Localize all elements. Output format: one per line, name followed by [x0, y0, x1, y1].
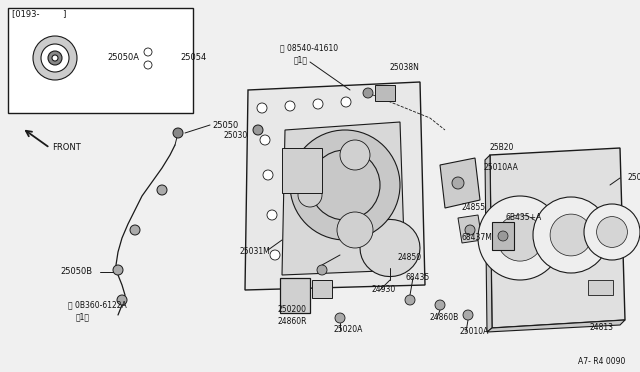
Polygon shape	[360, 219, 420, 277]
Text: 24860R: 24860R	[278, 317, 307, 327]
Circle shape	[405, 295, 415, 305]
Circle shape	[310, 185, 320, 195]
Circle shape	[596, 217, 627, 247]
Bar	[8, 8, 193, 113]
Text: 25050B: 25050B	[60, 267, 92, 276]
Text: 24860B: 24860B	[430, 314, 460, 323]
Circle shape	[340, 140, 370, 170]
Polygon shape	[458, 215, 482, 243]
Bar	[375, 85, 395, 101]
Circle shape	[310, 150, 380, 220]
Circle shape	[337, 212, 373, 248]
Circle shape	[533, 197, 609, 273]
Circle shape	[267, 210, 277, 220]
Text: Ⓢ 0B360-6122A: Ⓢ 0B360-6122A	[68, 301, 127, 310]
Circle shape	[478, 196, 562, 280]
Circle shape	[435, 300, 445, 310]
Circle shape	[363, 88, 373, 98]
Circle shape	[41, 44, 69, 72]
Circle shape	[263, 170, 273, 180]
Bar	[588, 280, 613, 295]
Circle shape	[497, 215, 543, 261]
Bar	[312, 280, 332, 298]
Circle shape	[452, 177, 464, 189]
Polygon shape	[487, 320, 625, 332]
Polygon shape	[440, 158, 480, 208]
Text: 24850: 24850	[397, 253, 421, 263]
Text: 25038N: 25038N	[390, 64, 420, 73]
Circle shape	[335, 313, 345, 323]
Circle shape	[465, 225, 475, 235]
Bar	[280, 278, 310, 313]
Text: 25054: 25054	[180, 54, 206, 62]
Bar	[282, 148, 322, 193]
Circle shape	[173, 128, 183, 138]
Text: 68437M: 68437M	[462, 234, 493, 243]
Text: FRONT: FRONT	[52, 144, 81, 153]
Circle shape	[33, 36, 77, 80]
Text: Ⓢ 08540-41610: Ⓢ 08540-41610	[280, 44, 338, 52]
Circle shape	[270, 250, 280, 260]
Circle shape	[48, 51, 62, 65]
Circle shape	[498, 231, 508, 241]
Text: A7- R4 0090: A7- R4 0090	[578, 357, 625, 366]
Circle shape	[260, 135, 270, 145]
Circle shape	[117, 295, 127, 305]
Circle shape	[584, 204, 640, 260]
Circle shape	[463, 310, 473, 320]
Text: 25050: 25050	[212, 121, 238, 129]
Text: 68435: 68435	[406, 273, 430, 282]
Text: 25031: 25031	[627, 173, 640, 183]
Circle shape	[305, 145, 315, 155]
Text: 250200: 250200	[278, 305, 307, 314]
Polygon shape	[282, 122, 405, 275]
Text: 24930: 24930	[372, 285, 396, 295]
Circle shape	[341, 97, 351, 107]
Text: 25030: 25030	[224, 131, 248, 140]
Circle shape	[313, 99, 323, 109]
Text: 25050A: 25050A	[107, 54, 139, 62]
Text: [0193-         ]: [0193- ]	[12, 10, 67, 19]
Text: （1）: （1）	[294, 55, 308, 64]
Text: 25031M: 25031M	[240, 247, 271, 257]
Polygon shape	[490, 148, 625, 328]
Circle shape	[130, 225, 140, 235]
Text: 25010A: 25010A	[460, 327, 490, 337]
Circle shape	[52, 55, 58, 61]
Circle shape	[285, 101, 295, 111]
Circle shape	[317, 265, 327, 275]
Text: 25B20: 25B20	[490, 144, 515, 153]
Text: 24813: 24813	[590, 324, 614, 333]
Circle shape	[298, 183, 322, 207]
Circle shape	[257, 103, 267, 113]
Circle shape	[113, 265, 123, 275]
Circle shape	[144, 48, 152, 56]
Polygon shape	[245, 82, 425, 290]
Circle shape	[144, 61, 152, 69]
Text: 6B435+A: 6B435+A	[505, 214, 541, 222]
Text: 25010AA: 25010AA	[483, 164, 518, 173]
Circle shape	[253, 125, 263, 135]
Text: （1）: （1）	[76, 312, 90, 321]
Circle shape	[290, 130, 400, 240]
Circle shape	[550, 214, 592, 256]
Circle shape	[157, 185, 167, 195]
Polygon shape	[485, 155, 492, 332]
Bar	[492, 222, 514, 250]
Polygon shape	[138, 44, 158, 72]
Text: 25020A: 25020A	[333, 326, 362, 334]
Text: 24855: 24855	[462, 203, 486, 212]
